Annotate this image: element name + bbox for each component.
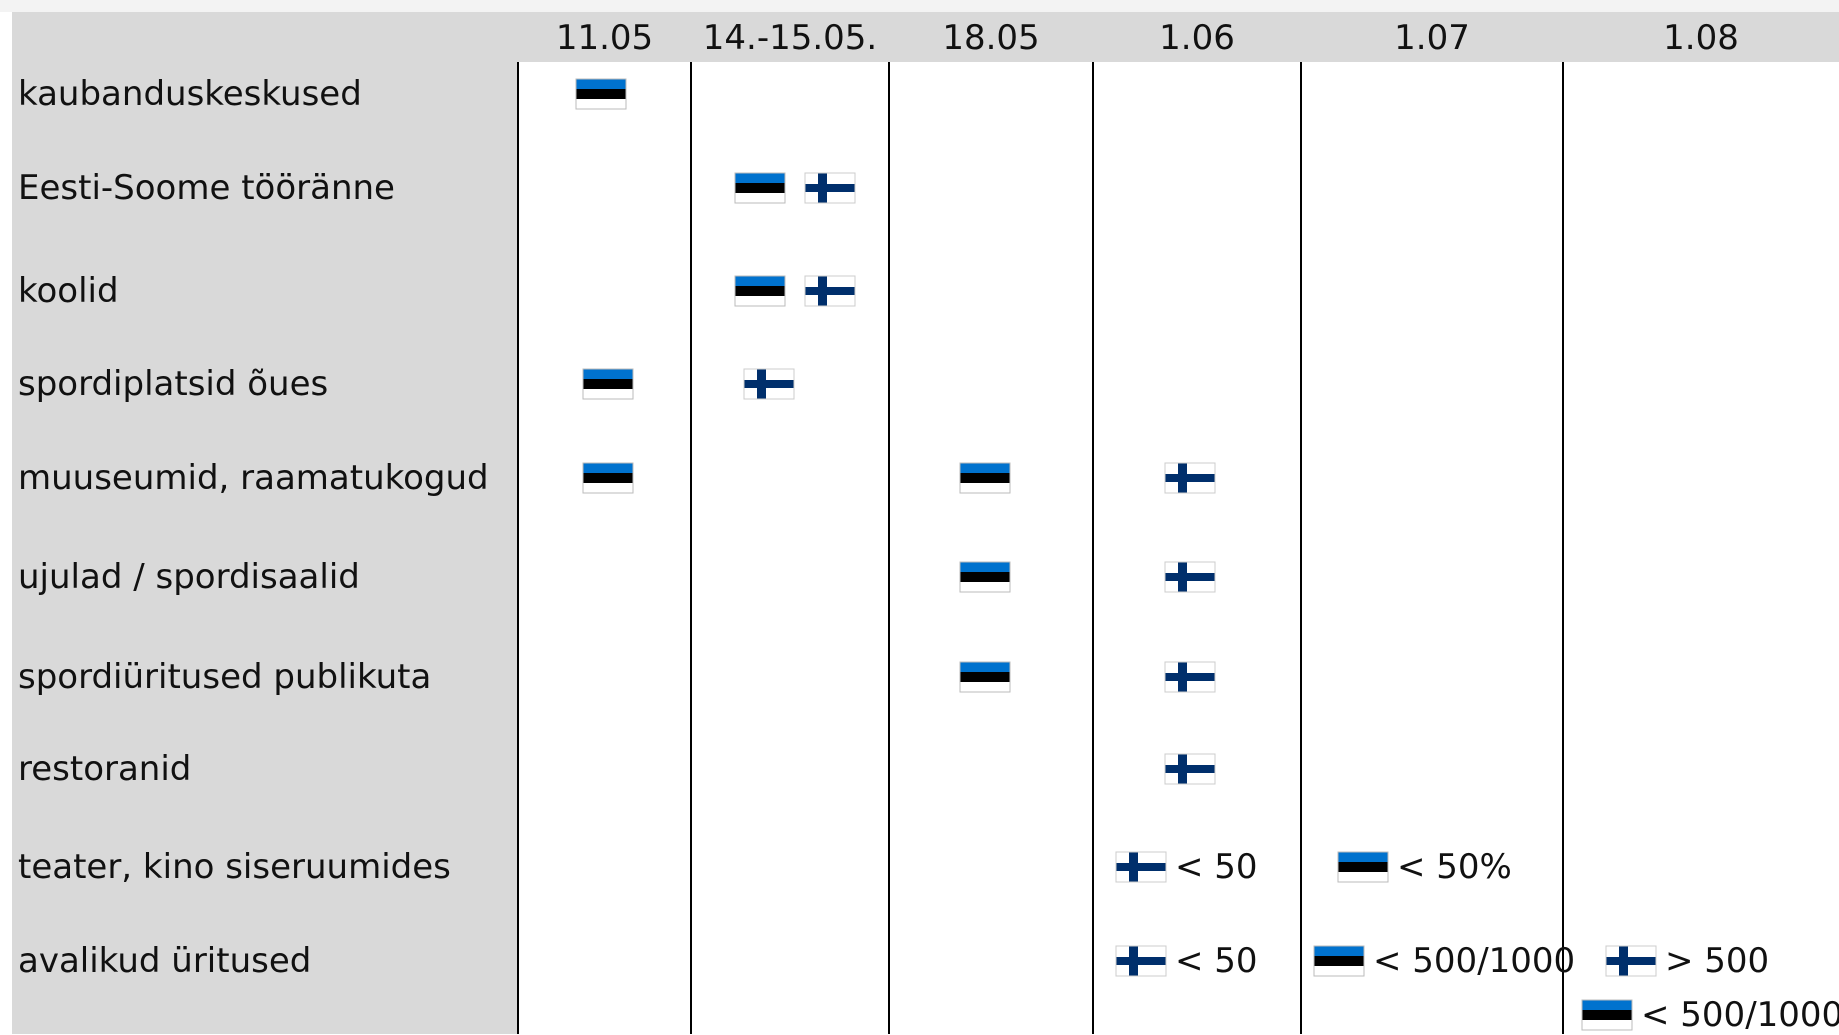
finland-flag-icon xyxy=(1164,661,1216,693)
estonia-flag-icon xyxy=(582,462,634,494)
row-label-8: teater, kino siseruumides xyxy=(18,847,451,887)
finland-flag-icon xyxy=(1115,851,1167,883)
estonia-flag-icon xyxy=(959,561,1011,593)
cell-mark-r1-c1 xyxy=(734,170,864,206)
cell-mark-r8-c3: < 50 xyxy=(1115,847,1258,887)
cell-note: > 500 xyxy=(1665,941,1770,981)
column-divider-0 xyxy=(517,62,519,1034)
column-header-0: 11.05 xyxy=(555,18,654,58)
cell-mark-r9-c3: < 50 xyxy=(1115,941,1258,981)
finland-flag-icon xyxy=(743,368,795,400)
row-label-6: spordiüritused publikuta xyxy=(18,657,432,697)
finland-flag-icon xyxy=(804,172,856,204)
column-header-4: 1.07 xyxy=(1394,18,1470,58)
finland-flag-icon xyxy=(1115,945,1167,977)
cell-mark-r9-c5-1: < 500/1000 xyxy=(1581,995,1839,1035)
cell-mark-r5-c3 xyxy=(1164,559,1224,595)
row-label-panel xyxy=(12,12,518,1034)
column-header-band xyxy=(12,12,1839,62)
cell-note: < 500/1000 xyxy=(1641,995,1839,1035)
column-header-5: 1.08 xyxy=(1663,18,1739,58)
column-divider-1 xyxy=(690,62,692,1034)
finland-flag-icon xyxy=(1164,462,1216,494)
cell-note: < 50 xyxy=(1175,847,1258,887)
cell-note: < 50 xyxy=(1175,941,1258,981)
cell-mark-r0-c0 xyxy=(575,76,635,112)
cell-mark-r4-c3 xyxy=(1164,460,1224,496)
finland-flag-icon xyxy=(1164,753,1216,785)
row-label-0: kaubanduskeskused xyxy=(18,74,362,114)
top-margin xyxy=(0,0,1839,12)
estonia-flag-icon xyxy=(575,78,627,110)
row-label-2: koolid xyxy=(18,271,119,311)
cell-mark-r8-c4: < 50% xyxy=(1337,847,1512,887)
row-label-7: restoranid xyxy=(18,749,192,789)
column-header-2: 18.05 xyxy=(942,18,1040,58)
finland-flag-icon xyxy=(1164,561,1216,593)
column-divider-4 xyxy=(1300,62,1302,1034)
cell-mark-r4-c2 xyxy=(959,460,1019,496)
cell-mark-r9-c5-0: > 500 xyxy=(1605,941,1769,981)
cell-mark-r9-c4: < 500/1000 xyxy=(1313,941,1575,981)
row-label-3: spordiplatsid õues xyxy=(18,364,329,404)
finland-flag-icon xyxy=(804,275,856,307)
cell-mark-r2-c1 xyxy=(734,273,864,309)
cell-mark-r4-c0 xyxy=(582,460,642,496)
cell-note: < 50% xyxy=(1397,847,1512,887)
estonia-flag-icon xyxy=(1313,945,1365,977)
cell-mark-r5-c2 xyxy=(959,559,1019,595)
cell-mark-r6-c2 xyxy=(959,659,1019,695)
estonia-flag-icon xyxy=(959,661,1011,693)
column-divider-2 xyxy=(888,62,890,1034)
row-label-9: avalikud üritused xyxy=(18,941,312,981)
column-divider-5 xyxy=(1562,62,1564,1034)
column-header-3: 1.06 xyxy=(1159,18,1235,58)
column-header-1: 14.-15.05. xyxy=(702,18,878,58)
row-label-4: muuseumid, raamatukogud xyxy=(18,458,489,498)
row-label-1: Eesti-Soome tööränne xyxy=(18,168,395,208)
cell-mark-r7-c3 xyxy=(1164,751,1224,787)
row-label-5: ujulad / spordisaalid xyxy=(18,557,360,597)
finland-flag-icon xyxy=(1605,945,1657,977)
cell-note: < 500/1000 xyxy=(1373,941,1576,981)
estonia-flag-icon xyxy=(734,275,786,307)
column-divider-3 xyxy=(1092,62,1094,1034)
cell-mark-r3-c0 xyxy=(582,366,642,402)
cell-mark-r3-c1 xyxy=(743,366,803,402)
estonia-flag-icon xyxy=(582,368,634,400)
cell-mark-r6-c3 xyxy=(1164,659,1224,695)
estonia-flag-icon xyxy=(734,172,786,204)
estonia-flag-icon xyxy=(959,462,1011,494)
estonia-flag-icon xyxy=(1581,999,1633,1031)
estonia-flag-icon xyxy=(1337,851,1389,883)
